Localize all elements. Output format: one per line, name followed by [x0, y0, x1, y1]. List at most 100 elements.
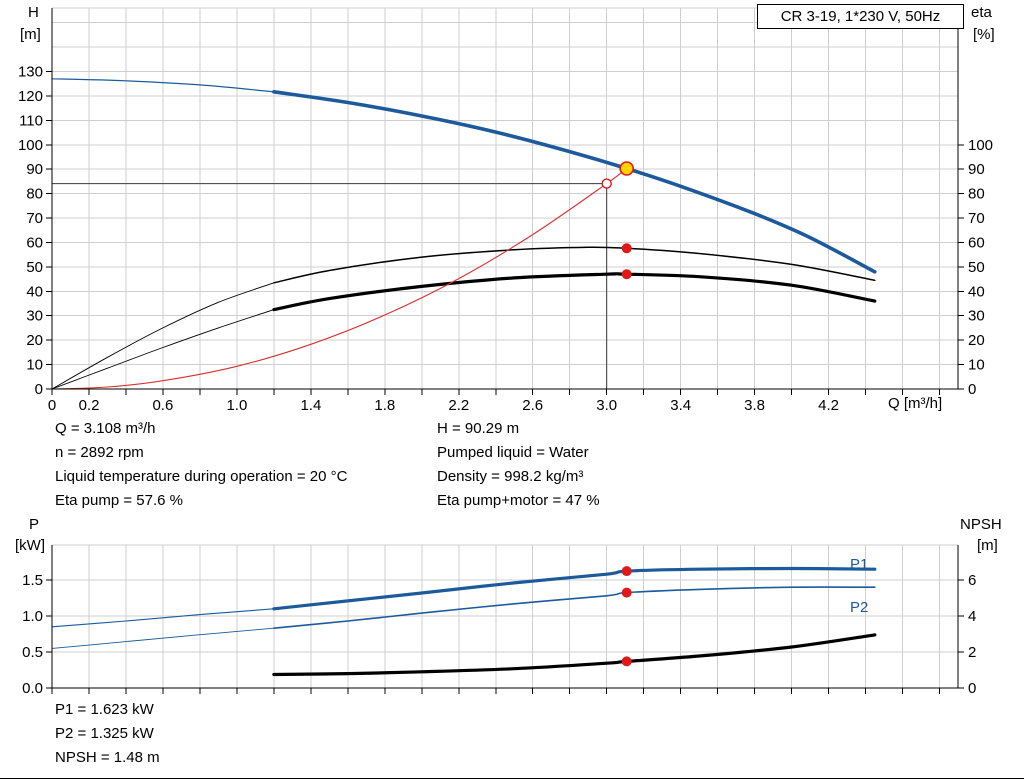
tick-label: 0.2: [79, 397, 100, 414]
result-line: Eta pump = 57.6 %: [55, 492, 183, 509]
tick-label: 4.2: [818, 397, 839, 414]
tick-label: 0.0: [22, 680, 43, 697]
eta-pump-motor-operating-point: [621, 269, 632, 280]
result-line: Q = 3.108 m³/h: [55, 420, 156, 437]
power-axis-symbol: P: [29, 516, 40, 533]
result-line: NPSH = 1.48 m: [55, 749, 160, 766]
tick-label: 80: [26, 186, 43, 203]
result-line: Pumped liquid = Water: [437, 444, 589, 461]
tick-label: 40: [968, 283, 985, 300]
tick-label: 3.8: [744, 397, 765, 414]
tick-label: 50: [26, 259, 43, 276]
tick-label: 90: [968, 161, 985, 178]
tick-label: 100: [968, 137, 993, 154]
p1-curve-label: P1: [850, 556, 869, 573]
tick-label: 0: [968, 381, 976, 398]
tick-label: 4: [968, 608, 976, 625]
tick-label: 90: [26, 161, 43, 178]
pump-model-box: CR 3-19, 1*230 V, 50Hz: [757, 4, 964, 29]
eta-pump-low-flow: [51, 282, 275, 390]
grid: [52, 544, 958, 688]
tick-label: 0.6: [152, 397, 173, 414]
eta-pump-motor-curve: [272, 272, 877, 312]
results-bottom: P1 = 1.623 kW P2 = 1.325 kW NPSH = 1.48 …: [55, 698, 160, 770]
axis-tick-labels: 0 10 20 30 40 50 60 70 80 90 100 110 120 130 0 10 20 30 40…: [18, 64, 993, 415]
result-line: Liquid temperature during operation = 20…: [55, 468, 348, 485]
head-curve-low-flow: [51, 78, 275, 93]
p2-curve: [273, 586, 876, 629]
eta-pump-curve: [273, 246, 876, 284]
eta-pump-operating-point: [621, 243, 632, 254]
tick-label: 120: [18, 88, 43, 105]
tick-label: 6: [968, 572, 976, 589]
tick-label: 2.2: [448, 397, 469, 414]
tick-label: 10: [968, 357, 985, 374]
tick-label: 70: [968, 210, 985, 227]
tick-label: 130: [18, 64, 43, 81]
p2-low-flow: [51, 627, 275, 649]
axis-ticks: [46, 71, 964, 395]
npsh-axis-unit: [m]: [977, 537, 998, 554]
tick-label: 60: [968, 235, 985, 252]
p1-operating-point: [621, 566, 632, 577]
tick-label: 0: [968, 680, 976, 697]
tick-label: 1.0: [226, 397, 247, 414]
result-line: P2 = 1.325 kW: [55, 725, 154, 742]
tick-label: 10: [26, 357, 43, 374]
npsh-operating-point: [621, 656, 632, 667]
tick-label: 40: [26, 283, 43, 300]
axes-frame: [51, 8, 959, 390]
duty-guide-lines: [52, 183, 608, 389]
grid: [52, 7, 958, 389]
system-curve: [51, 167, 628, 390]
tick-label: 0: [48, 397, 56, 414]
tick-label: 70: [26, 210, 43, 227]
axis-tick-labels: 0.0 0.5 1.0 1.5 0 2 4 6: [22, 572, 976, 697]
tick-label: 1.5: [22, 572, 43, 589]
eta-axis-unit: [%]: [973, 26, 995, 43]
result-line: Density = 998.2 kg/m³: [437, 468, 584, 485]
tick-label: 20: [26, 332, 43, 349]
tick-label: 3.0: [596, 397, 617, 414]
footer-divider: [0, 778, 1024, 779]
npsh-curve: [272, 633, 877, 677]
p2-operating-point: [621, 587, 632, 598]
axis-ticks: [46, 579, 964, 694]
p1-curve: [272, 566, 877, 611]
result-line: Eta pump+motor = 47 %: [437, 492, 600, 509]
npsh-axis-symbol: NPSH: [960, 516, 1002, 533]
eta-axis-symbol: eta: [971, 4, 992, 21]
result-line: H = 90.29 m: [437, 420, 520, 437]
result-line: P1 = 1.623 kW: [55, 701, 154, 718]
head-axis-unit: [m]: [20, 26, 41, 43]
p2-curve-label: P2: [850, 599, 869, 616]
operating-point: [619, 161, 635, 176]
tick-label: 0: [35, 381, 43, 398]
head-axis-symbol: H: [28, 4, 39, 21]
tick-label: 110: [19, 112, 43, 129]
requested-duty-point: [601, 178, 612, 189]
p1-low-flow: [51, 608, 275, 628]
head-curve: [272, 90, 877, 274]
results-top-right: H = 90.29 m Pumped liquid = Water Densit…: [437, 417, 600, 513]
results-top-left: Q = 3.108 m³/h n = 2892 rpm Liquid tempe…: [55, 417, 347, 513]
tick-label: 50: [968, 259, 985, 276]
tick-label: 1.0: [22, 608, 43, 625]
tick-label: 1.8: [374, 397, 395, 414]
result-line: n = 2892 rpm: [55, 444, 144, 461]
tick-label: 2: [968, 644, 976, 661]
tick-label: 2.6: [522, 397, 543, 414]
tick-label: 100: [18, 137, 43, 154]
eta-pump-motor-low-flow: [51, 309, 275, 390]
tick-label: 1.4: [300, 397, 321, 414]
power-axis-unit: [kW]: [15, 537, 45, 554]
tick-label: 3.4: [670, 397, 691, 414]
tick-label: 20: [968, 332, 985, 349]
tick-label: 80: [968, 186, 985, 203]
tick-label: 30: [26, 308, 43, 325]
tick-label: 30: [968, 308, 985, 325]
tick-label: 60: [26, 235, 43, 252]
flow-axis-label: Q [m³/h]: [888, 395, 943, 412]
